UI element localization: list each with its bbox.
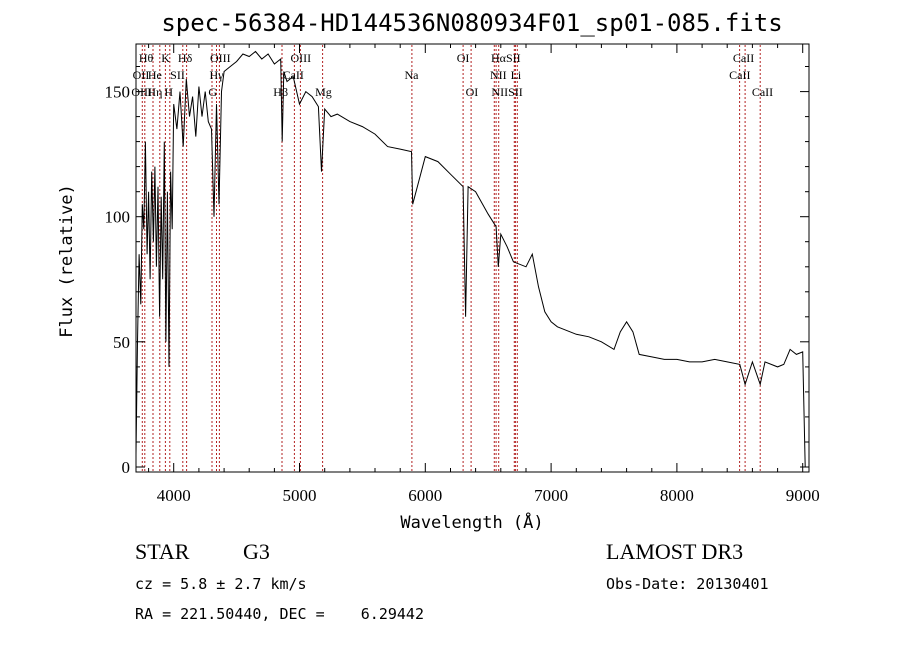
marker-label: Hβ <box>273 85 288 99</box>
x-tick-label: 9000 <box>786 486 820 505</box>
marker-label: OI <box>466 85 479 99</box>
ra-dec-coordinates: RA = 221.50440, DEC = 6.29442 <box>135 605 424 623</box>
y-tick-label: 100 <box>105 208 131 227</box>
marker-label: Hη <box>147 85 162 99</box>
plot-frame <box>135 43 810 473</box>
marker-label: K <box>161 51 170 65</box>
marker-label: OI <box>457 51 470 65</box>
marker-label: CaII <box>752 85 773 99</box>
y-axis-label: Flux (relative) <box>57 184 77 338</box>
x-tick-label: 6000 <box>408 486 442 505</box>
redshift-cz: cz = 5.8 ± 2.7 km/s <box>135 575 307 593</box>
marker-label: Hδ <box>178 51 193 65</box>
marker-label: Li <box>511 68 522 82</box>
observation-date: Obs-Date: 20130401 <box>606 575 769 593</box>
y-tick-label: 0 <box>122 458 131 477</box>
x-tick-label: 4000 <box>157 486 191 505</box>
survey-name: LAMOST DR3 <box>606 539 743 564</box>
marker-label: H <box>164 85 173 99</box>
marker-label: NII <box>490 68 507 82</box>
marker-label: HαSII <box>491 51 521 65</box>
x-tick-label: 8000 <box>660 486 694 505</box>
x-axis-ticks: 4000 5000 6000 7000 8000 9000 <box>148 44 820 505</box>
marker-label: G <box>208 85 217 99</box>
marker-label: SII <box>170 68 185 82</box>
y-tick-label: 50 <box>113 333 130 352</box>
object-subclass: G3 <box>243 539 270 564</box>
marker-label: OII <box>133 68 150 82</box>
y-tick-label: 150 <box>105 83 131 102</box>
line-markers <box>141 45 761 471</box>
marker-label: CaII <box>733 51 754 65</box>
marker-label: CaII <box>729 68 750 82</box>
x-axis-label: Wavelength (Å) <box>400 511 543 533</box>
marker-label: Hγ <box>210 68 225 82</box>
marker-label: Hθ <box>139 51 154 65</box>
marker-label: He <box>148 68 162 82</box>
marker-label: CaII <box>283 68 304 82</box>
marker-label: Mg <box>315 85 332 99</box>
chart-title: spec-56384-HD144536N080934F01_sp01-085.f… <box>161 9 782 37</box>
x-tick-label: 7000 <box>534 486 568 505</box>
marker-label: NIISII <box>491 85 522 99</box>
y-axis-ticks: 0 50 100 150 <box>105 66 809 477</box>
x-tick-label: 5000 <box>283 486 317 505</box>
object-class: STAR <box>135 539 190 564</box>
spectrum-series-line <box>135 50 806 468</box>
marker-label: OIII <box>290 51 311 65</box>
marker-label: Na <box>405 68 420 82</box>
marker-label: OIII <box>210 51 231 65</box>
